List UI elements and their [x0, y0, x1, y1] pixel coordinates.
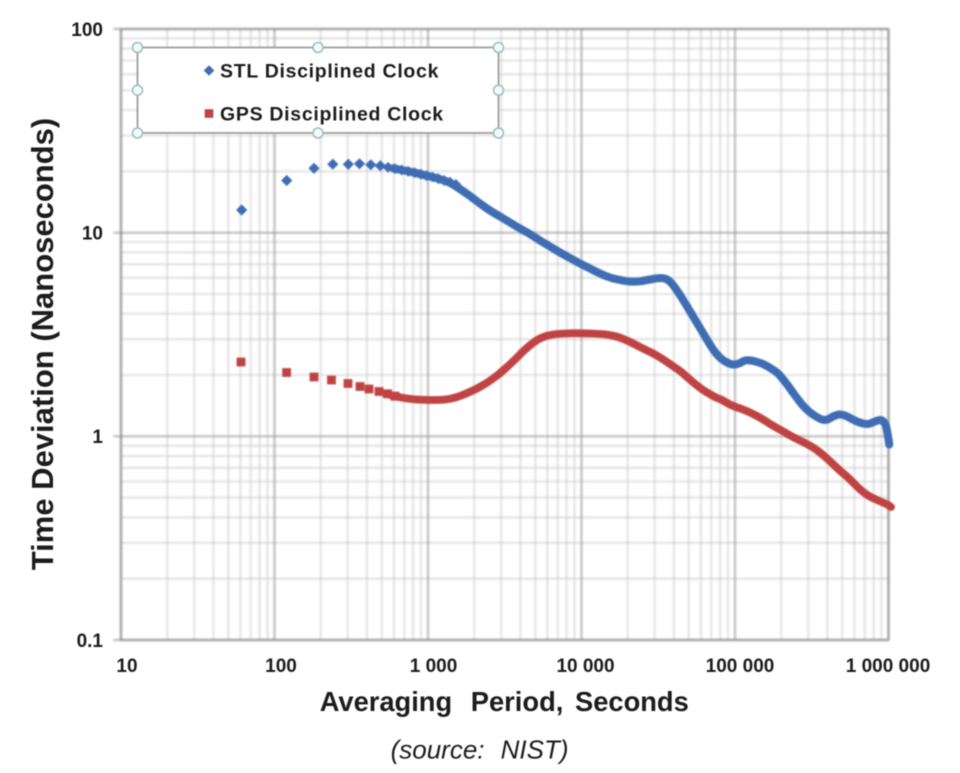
- svg-text:GPS Disciplined Clock: GPS Disciplined Clock: [220, 104, 444, 126]
- svg-text:Seconds: Seconds: [575, 686, 689, 717]
- svg-text:NIST): NIST): [501, 734, 569, 764]
- svg-text:Averaging: Averaging: [320, 686, 452, 717]
- svg-text:Time Deviation (Nanoseconds): Time Deviation (Nanoseconds): [25, 118, 60, 570]
- svg-text:100 000: 100 000: [706, 656, 775, 677]
- svg-text:10: 10: [116, 656, 137, 677]
- svg-text:1: 1: [92, 427, 103, 448]
- svg-text:(source:: (source:: [391, 734, 485, 764]
- svg-text:10: 10: [82, 224, 103, 245]
- svg-text:1 000: 1 000: [410, 656, 458, 677]
- svg-text:100: 100: [265, 656, 297, 677]
- svg-text:STL Disciplined Clock: STL Disciplined Clock: [220, 61, 439, 83]
- svg-text:100: 100: [71, 20, 103, 41]
- svg-text:0.1: 0.1: [77, 631, 104, 652]
- svg-text:1 000 000: 1 000 000: [846, 656, 931, 677]
- svg-text:10 000: 10 000: [556, 656, 614, 677]
- svg-text:Period,: Period,: [471, 686, 564, 717]
